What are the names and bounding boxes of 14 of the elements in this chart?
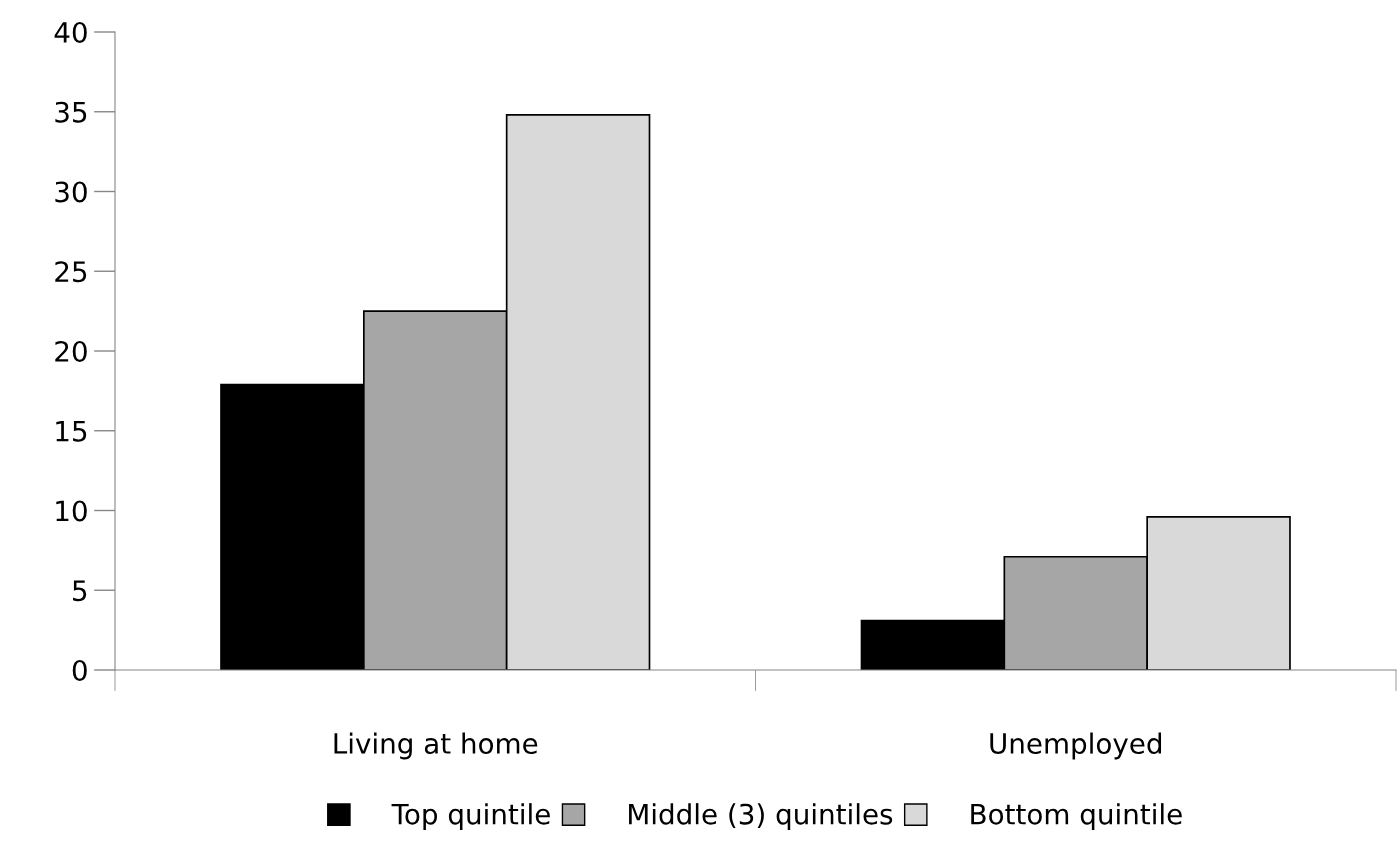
- legend-label: Top quintile: [391, 803, 550, 831]
- y-tick-label: 35: [55, 101, 87, 123]
- x-tick-label: Living at home: [334, 732, 538, 760]
- y-tick-label: 15: [56, 421, 87, 442]
- y-tick-label: 30: [55, 181, 87, 203]
- y-tick-label: 20: [55, 340, 87, 362]
- legend-label: Middle (3) quintiles: [629, 803, 893, 831]
- legend-label: Bottom quintile: [971, 803, 1182, 831]
- y-tick-label: 40: [54, 21, 87, 43]
- y-tick-label: 5: [73, 580, 87, 602]
- y-tick-label: 25: [55, 261, 87, 283]
- x-tick-label: Unemployed: [990, 732, 1162, 760]
- y-tick-label: 0: [72, 659, 87, 681]
- y-tick-label: 10: [56, 500, 87, 522]
